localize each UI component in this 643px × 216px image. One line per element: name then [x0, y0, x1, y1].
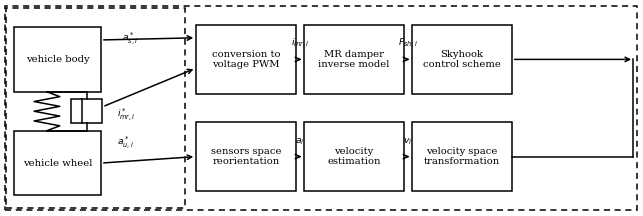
Text: vehicle body: vehicle body — [26, 55, 89, 64]
Bar — [14, 27, 101, 92]
Bar — [412, 122, 512, 191]
Text: $F_{sh,i}$: $F_{sh,i}$ — [398, 36, 418, 50]
Text: conversion to
voltage PWM: conversion to voltage PWM — [212, 50, 280, 69]
Text: $a^*_{s,i}$: $a^*_{s,i}$ — [122, 31, 138, 47]
Text: $a_i$: $a_i$ — [295, 136, 305, 147]
Text: Skyhook
control scheme: Skyhook control scheme — [423, 50, 501, 69]
Text: vehicle wheel: vehicle wheel — [23, 159, 92, 168]
Bar — [304, 25, 404, 94]
Text: velocity space
transformation: velocity space transformation — [424, 147, 500, 166]
Text: MR damper
inverse model: MR damper inverse model — [318, 50, 390, 69]
Text: $i_{mr,i}$: $i_{mr,i}$ — [291, 36, 309, 50]
Text: $a^*_{u,i}$: $a^*_{u,i}$ — [117, 134, 134, 151]
Bar — [14, 131, 101, 195]
Text: $i^*_{mr,i}$: $i^*_{mr,i}$ — [117, 106, 136, 123]
Bar — [196, 25, 296, 94]
Text: velocity
estimation: velocity estimation — [327, 147, 381, 166]
Bar — [304, 122, 404, 191]
Bar — [196, 122, 296, 191]
Text: $v_i$: $v_i$ — [403, 136, 413, 147]
Text: sensors space
reorientation: sensors space reorientation — [211, 147, 281, 166]
Bar — [71, 99, 102, 123]
Bar — [412, 25, 512, 94]
Bar — [6, 8, 185, 208]
